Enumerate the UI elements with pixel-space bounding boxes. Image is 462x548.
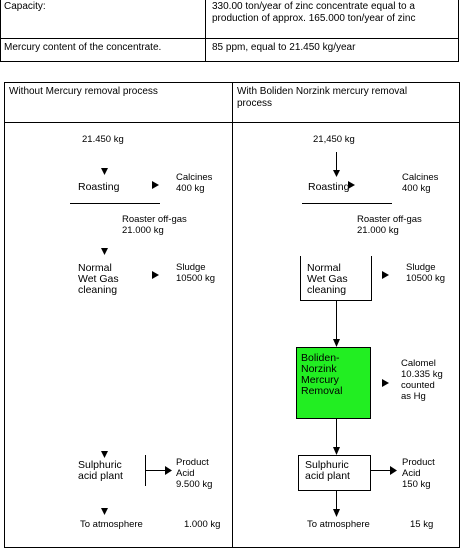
calomel: Calomel bbox=[401, 358, 436, 369]
calcines: 400 kg bbox=[176, 183, 205, 194]
input: 21,450 kg bbox=[313, 134, 355, 145]
gas-cleaning: cleaning bbox=[307, 284, 347, 296]
product: Acid bbox=[402, 468, 421, 479]
roasting: Roasting bbox=[308, 181, 350, 193]
offgas: 21.000 kg bbox=[357, 225, 399, 236]
calcines: 400 kg bbox=[402, 183, 431, 194]
gas-cleaning: Normal bbox=[78, 262, 112, 274]
acid-plant: Sulphuric bbox=[78, 459, 122, 471]
acid-plant: acid plant bbox=[305, 470, 350, 482]
gas-cleaning: Wet Gas bbox=[78, 273, 119, 285]
roasting: Roasting bbox=[78, 181, 120, 193]
mercury-removal: Norzink bbox=[301, 363, 337, 375]
product: 9.500 kg bbox=[176, 479, 213, 490]
cell: 330.00 ton/year of zinc concentrate equa… bbox=[212, 1, 416, 24]
atmosphere: To atmosphere bbox=[307, 519, 370, 530]
acid-plant: acid plant bbox=[78, 470, 123, 482]
calcines: Calcines bbox=[402, 172, 439, 183]
offgas: Roaster off-gas bbox=[122, 214, 187, 225]
product: 150 kg bbox=[402, 479, 431, 490]
calomel: as Hg bbox=[401, 391, 426, 402]
atmosphere-amount: 1.000 kg bbox=[184, 519, 221, 530]
cell: Capacity: bbox=[4, 1, 46, 12]
mercury-removal: Removal bbox=[301, 385, 343, 397]
mercury-removal: Mercury bbox=[301, 374, 339, 386]
sludge: Sludge bbox=[406, 262, 436, 273]
offgas: 21.000 kg bbox=[122, 225, 164, 236]
column-header: Without Mercury removal process bbox=[9, 86, 158, 97]
sludge: 10500 kg bbox=[176, 273, 216, 284]
product: Acid bbox=[176, 468, 195, 479]
offgas: Roaster off-gas bbox=[357, 214, 422, 225]
gas-cleaning: cleaning bbox=[78, 284, 118, 296]
sludge: Sludge bbox=[176, 262, 206, 273]
mercury-removal: Boliden- bbox=[301, 352, 340, 364]
product: Product bbox=[402, 457, 435, 468]
input: 21.450 kg bbox=[82, 134, 124, 145]
atmosphere: To atmosphere bbox=[80, 519, 143, 530]
calomel: 10.335 kg bbox=[401, 369, 443, 380]
gas-cleaning: Normal bbox=[307, 262, 341, 274]
calomel: counted bbox=[401, 380, 435, 391]
sludge: 10500 kg bbox=[406, 273, 446, 284]
gas-cleaning: Wet Gas bbox=[307, 273, 348, 285]
calcines: Calcines bbox=[176, 172, 213, 183]
acid-plant: Sulphuric bbox=[305, 459, 349, 471]
cell: 85 ppm, equal to 21.450 kg/year bbox=[212, 42, 356, 53]
cell: Mercury content of the concentrate. bbox=[4, 42, 162, 53]
atmosphere-amount: 15 kg bbox=[410, 519, 434, 530]
product: Product bbox=[176, 457, 209, 468]
column-header: With Boliden Norzink mercury removal pro… bbox=[237, 86, 408, 109]
